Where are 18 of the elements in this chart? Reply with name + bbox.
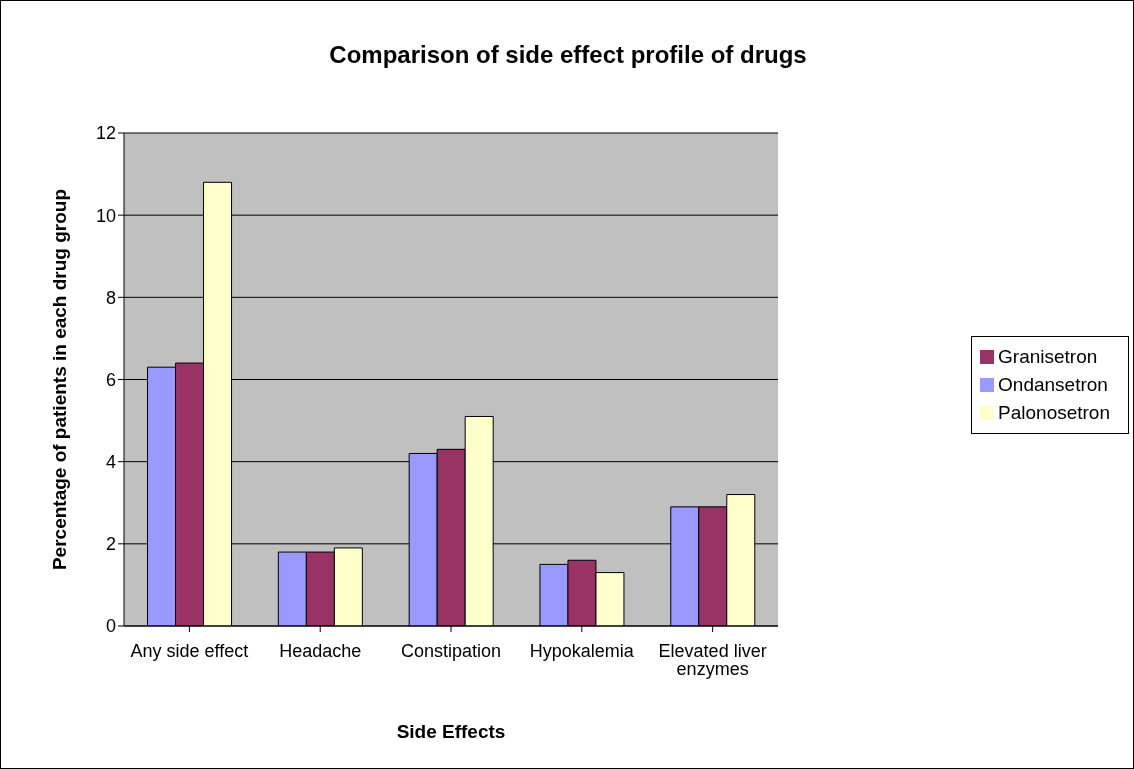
y-tick-label: 10 [95, 205, 116, 226]
x-tick-label: Any side effect [130, 640, 249, 661]
y-axis-title: Percentage of patients in each drug group [48, 188, 70, 571]
x-tick-label: Hypokalemia [529, 640, 635, 661]
x-axis-title: Side Effects [396, 721, 506, 742]
x-tick-label: Constipation [400, 640, 502, 661]
legend-label: Palonosetron [998, 401, 1110, 423]
y-tick-label: 6 [105, 369, 116, 390]
legend-label: Granisetron [998, 345, 1098, 367]
y-tick-label: 8 [105, 287, 116, 308]
y-tick-label: 12 [95, 123, 116, 144]
y-tick-label: 4 [105, 452, 116, 473]
x-tick-label: Elevated liver enzymes [658, 640, 767, 679]
y-tick-label: 0 [105, 616, 116, 637]
x-tick-label: Headache [279, 640, 362, 661]
legend-label: Ondansetron [998, 373, 1108, 395]
y-tick-label: 2 [105, 534, 116, 555]
chart-title: Comparison of side effect profile of drugs [328, 41, 808, 69]
